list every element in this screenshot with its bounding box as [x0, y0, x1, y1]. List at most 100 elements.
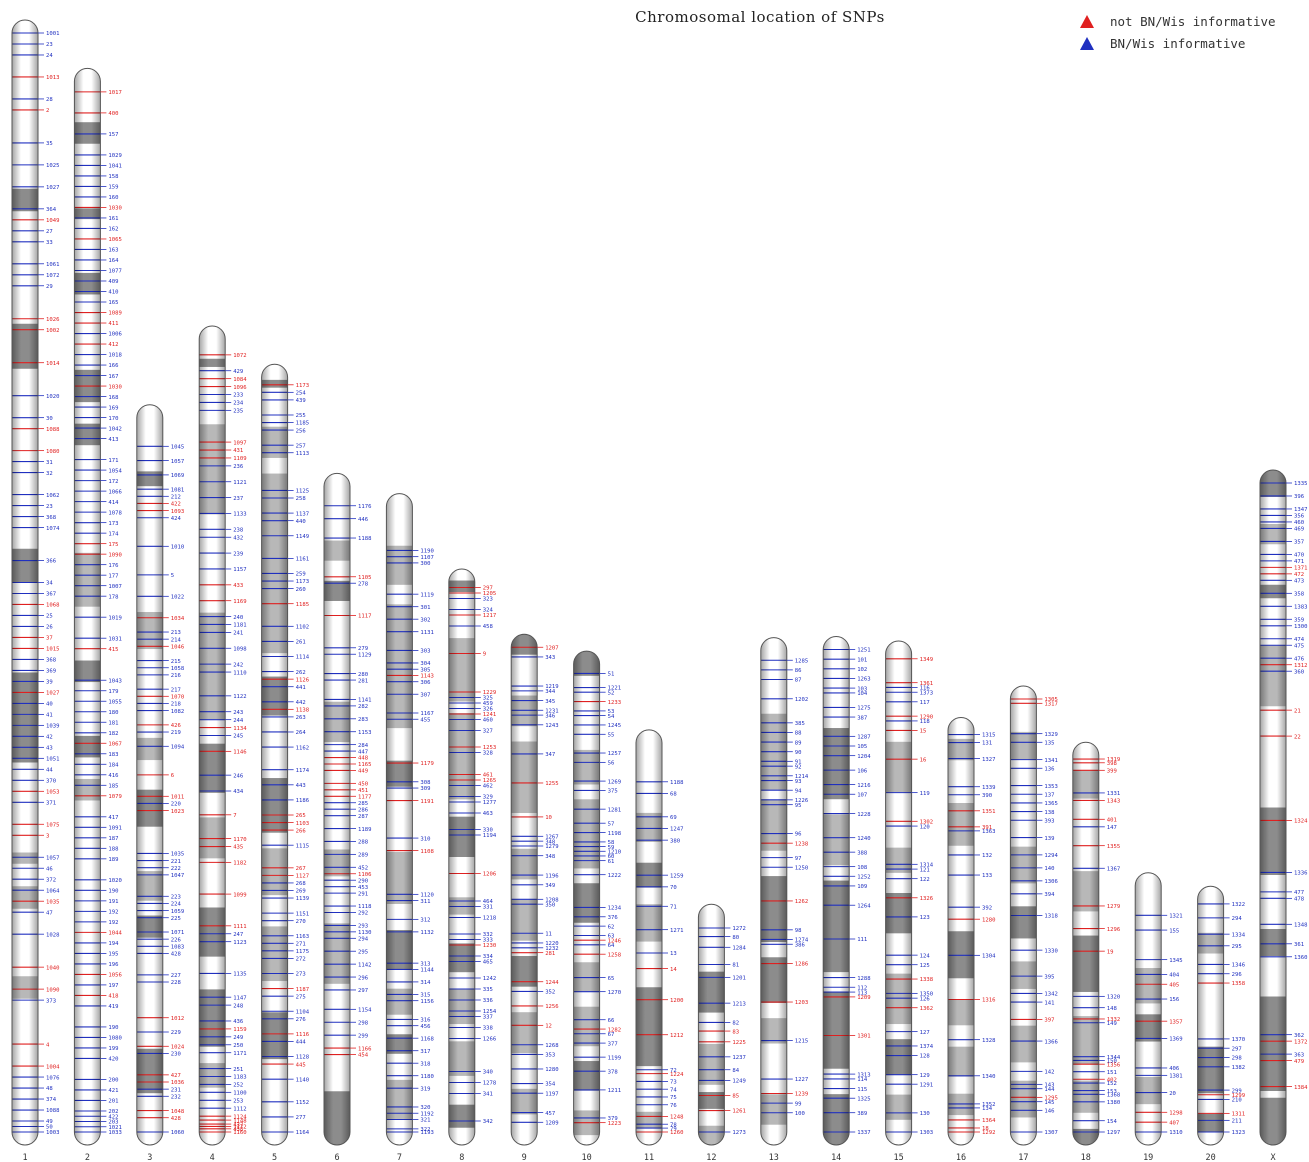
snp-label: 201: [108, 1099, 118, 1105]
snp-label: 1056: [108, 973, 121, 979]
snp-label: 1253: [483, 745, 496, 751]
snp-label: 269: [296, 889, 306, 895]
snp-label: 464: [483, 899, 494, 905]
snp-label: 72: [670, 1068, 677, 1074]
snp-label: 1358: [1232, 981, 1246, 987]
snp-label: 472: [1294, 572, 1304, 578]
snp-label: 446: [358, 517, 368, 523]
snp-label: 1018: [108, 353, 122, 359]
snp-label: 1165: [358, 762, 371, 768]
snp-label: 451: [358, 788, 368, 794]
snp-label: 248: [233, 1003, 244, 1009]
snp-label: 1231: [545, 708, 558, 714]
snp-label: 1149: [296, 534, 309, 540]
chromosome-label: 6: [334, 1153, 339, 1162]
snp-label: 407: [1169, 1120, 1179, 1126]
snp-label: 368: [46, 515, 57, 521]
snp-label: 156: [1169, 997, 1179, 1003]
snp-label: 330: [483, 828, 493, 834]
snp-label: 1093: [171, 509, 184, 515]
snp-label: 417: [108, 815, 118, 821]
chromosome-label: 19: [1143, 1153, 1153, 1162]
snp-label: 1057: [46, 855, 59, 861]
snp-label: 1339: [982, 785, 995, 791]
snp-label: 1299: [1232, 1093, 1245, 1099]
snp-label: 295: [1232, 944, 1242, 950]
snp-label: 1100: [233, 1091, 246, 1097]
snp-label: 1256: [545, 1004, 558, 1010]
snp-label: 439: [296, 398, 306, 404]
snp-label: 1332: [1107, 1017, 1120, 1023]
snp-label: 281: [358, 678, 368, 684]
snp-label: 415: [108, 647, 118, 653]
snp-label: 1303: [920, 1130, 933, 1136]
snp-label: 448: [358, 756, 369, 762]
snp-label: 1065: [108, 237, 121, 243]
snp-label: 1319: [1107, 757, 1120, 763]
chromosome-label: 9: [522, 1153, 527, 1162]
snp-label: 232: [171, 1094, 181, 1100]
snp-label: 380: [670, 838, 680, 844]
snp-label: 1248: [670, 1115, 684, 1121]
snp-label: 1116: [296, 1032, 309, 1038]
snp-label: 1146: [233, 750, 246, 756]
snp-label: 75: [670, 1095, 677, 1101]
snp-label: 1265: [483, 778, 496, 784]
chromosome-label: X: [1270, 1153, 1276, 1162]
snp-label: 117: [920, 700, 930, 706]
legend-label-informative: BN/Wis informative: [1110, 35, 1246, 51]
snp-label: 405: [1169, 982, 1179, 988]
snp-label: 1361: [920, 681, 933, 687]
snp-label: 401: [1107, 817, 1117, 823]
snp-label: 134: [982, 1106, 993, 1112]
snp-label: 1369: [1169, 1037, 1182, 1043]
snp-label: 360: [1294, 669, 1304, 675]
snp-label: 31: [46, 460, 53, 466]
chromosome-label: 11: [644, 1153, 654, 1162]
snp-label: 1367: [1107, 866, 1120, 872]
snp-label: 136: [1044, 766, 1054, 772]
snp-label: 1114: [296, 655, 310, 661]
snp-label: 1113: [296, 451, 309, 457]
snp-label: 29: [46, 284, 53, 290]
snp-label: 402: [1107, 1077, 1117, 1083]
figure-title: Chromosomal location of SNPs: [635, 8, 885, 26]
snp-label: 28: [46, 97, 53, 103]
snp-label: 5: [171, 573, 174, 579]
snp-label: 315: [420, 993, 430, 999]
snp-label: 1010: [171, 545, 184, 551]
snp-label: 1223: [608, 1121, 621, 1127]
blue-triangle-icon: [1080, 36, 1094, 50]
snp-label: 376: [608, 915, 618, 921]
snp-label: 1210: [608, 849, 621, 855]
snp-label: 1108: [420, 849, 434, 855]
snp-label: 1034: [171, 616, 185, 622]
snp-label: 19: [1107, 949, 1114, 955]
snp-label: 358: [1294, 592, 1305, 598]
snp-label: 1161: [296, 557, 309, 563]
snp-label: 1031: [108, 636, 121, 642]
snp-label: 363: [1294, 1052, 1304, 1058]
snp-label: 32: [46, 471, 53, 477]
legend: not BN/Wis informative BN/Wis informativ…: [1080, 10, 1276, 54]
snp-label: 103: [857, 686, 867, 692]
snp-label: 148: [1107, 1006, 1118, 1012]
snp-label: 104: [857, 691, 868, 697]
chromosome-label: 15: [893, 1153, 903, 1162]
snp-label: 229: [171, 1030, 181, 1036]
snp-label: 1015: [46, 647, 59, 653]
snp-label: 1280: [982, 917, 995, 923]
snp-label: 60: [608, 854, 615, 860]
snp-label: 53: [608, 709, 615, 715]
snp-label: 338: [483, 1026, 494, 1032]
snp-label: 264: [296, 730, 307, 736]
snp-label: 1335: [1294, 481, 1307, 487]
snp-label: 1371: [1294, 566, 1307, 572]
snp-label: 1304: [982, 954, 996, 960]
snp-label: 146: [1044, 1109, 1054, 1115]
snp-label: 1279: [1107, 904, 1120, 910]
snp-label: 1174: [296, 768, 310, 774]
snp-label: 455: [420, 717, 430, 723]
snp-label: 1206: [483, 872, 496, 878]
